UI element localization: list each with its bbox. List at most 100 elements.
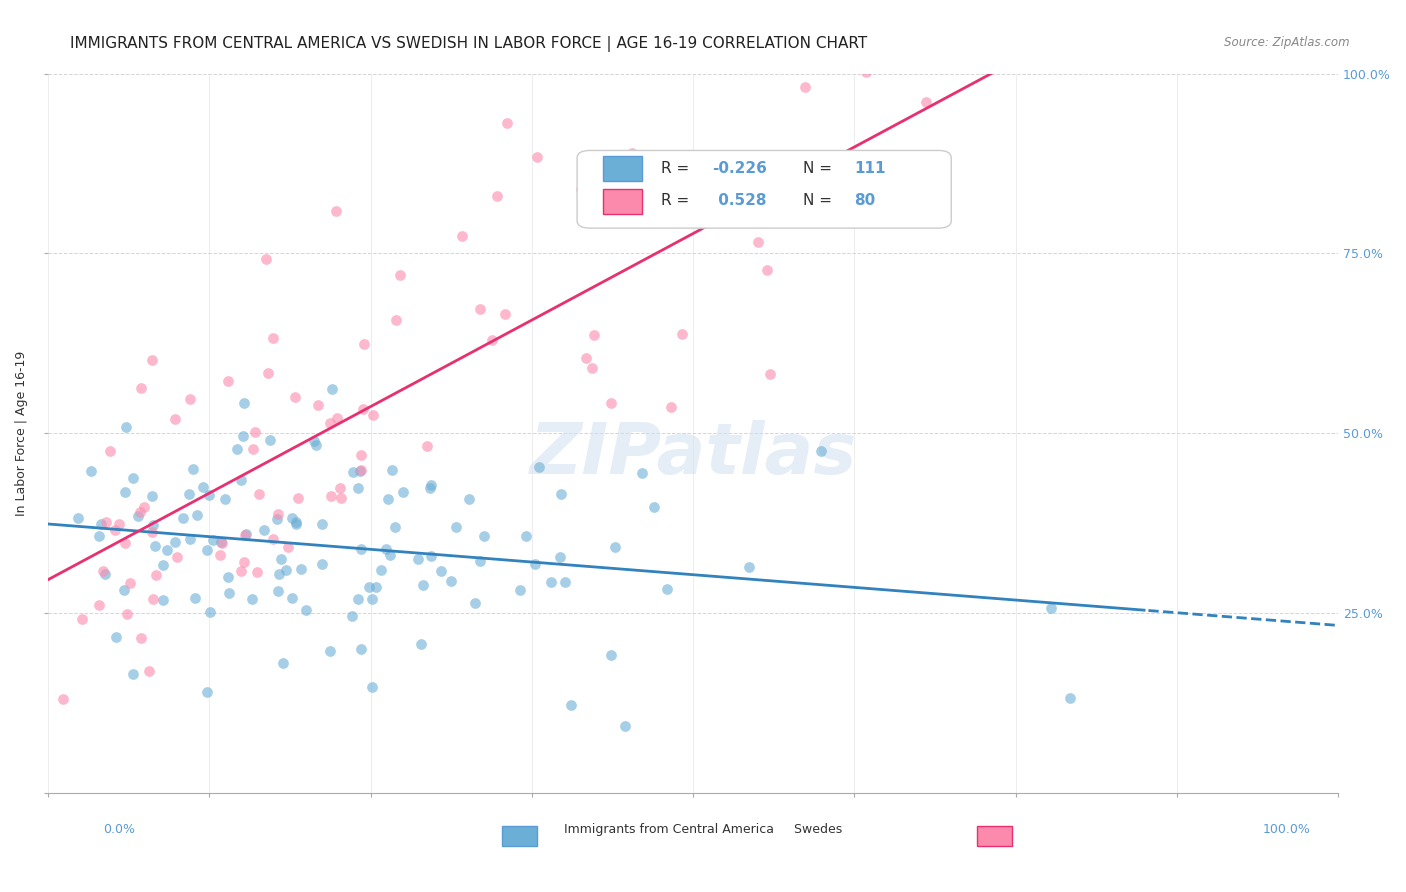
- Point: [385, 313, 408, 327]
- Point: [195, 543, 218, 558]
- Point: [486, 189, 509, 203]
- Point: [419, 478, 441, 492]
- Point: [142, 518, 165, 533]
- Bar: [603, 156, 641, 181]
- Point: [759, 367, 782, 381]
- Point: [458, 492, 481, 507]
- Point: [388, 268, 411, 282]
- Point: [560, 698, 582, 712]
- Point: [129, 506, 152, 520]
- Point: [104, 630, 127, 644]
- Point: [495, 116, 517, 130]
- Point: [246, 565, 269, 579]
- Point: [274, 563, 297, 577]
- Point: [600, 396, 623, 410]
- Point: [145, 568, 167, 582]
- Point: [214, 492, 236, 507]
- Text: 0.0%: 0.0%: [104, 823, 135, 836]
- Point: [643, 500, 665, 515]
- Point: [179, 487, 201, 501]
- Point: [287, 491, 309, 505]
- Text: R =: R =: [661, 194, 695, 209]
- Point: [269, 567, 291, 582]
- Point: [472, 528, 495, 542]
- Point: [671, 326, 693, 341]
- Point: [318, 416, 340, 430]
- Point: [290, 562, 312, 576]
- Point: [855, 65, 877, 79]
- Point: [202, 533, 225, 548]
- Point: [416, 439, 439, 453]
- Bar: [603, 188, 641, 214]
- Point: [217, 570, 239, 584]
- Point: [349, 641, 371, 656]
- Point: [377, 492, 399, 507]
- Point: [211, 536, 233, 550]
- Point: [166, 549, 188, 564]
- Text: 100.0%: 100.0%: [1263, 823, 1310, 836]
- Point: [267, 507, 290, 521]
- Point: [112, 582, 135, 597]
- Point: [225, 442, 247, 456]
- Point: [621, 145, 644, 160]
- Point: [470, 554, 492, 568]
- Point: [67, 511, 90, 525]
- Point: [235, 527, 257, 541]
- Point: [143, 540, 166, 554]
- Text: -0.226: -0.226: [713, 161, 768, 176]
- Point: [329, 481, 352, 495]
- Point: [526, 150, 548, 164]
- Point: [321, 489, 343, 503]
- Point: [494, 307, 516, 321]
- Point: [429, 564, 451, 578]
- Point: [270, 552, 292, 566]
- Point: [375, 541, 398, 556]
- Point: [90, 517, 112, 532]
- Point: [675, 206, 697, 220]
- Point: [359, 580, 381, 594]
- Point: [142, 592, 165, 607]
- Point: [582, 328, 605, 343]
- Point: [273, 656, 295, 670]
- Point: [412, 577, 434, 591]
- Point: [305, 438, 328, 452]
- Point: [364, 580, 387, 594]
- Point: [141, 352, 163, 367]
- Point: [302, 434, 325, 449]
- Point: [179, 532, 201, 546]
- Point: [599, 648, 621, 662]
- Point: [141, 525, 163, 540]
- Point: [70, 612, 93, 626]
- Y-axis label: In Labor Force | Age 16-19: In Labor Force | Age 16-19: [15, 351, 28, 516]
- Point: [419, 481, 441, 495]
- Point: [132, 500, 155, 514]
- Text: Source: ZipAtlas.com: Source: ZipAtlas.com: [1225, 36, 1350, 49]
- Text: R =: R =: [661, 161, 695, 176]
- Point: [321, 383, 343, 397]
- Point: [104, 523, 127, 537]
- Point: [481, 333, 503, 347]
- Point: [311, 558, 333, 572]
- Point: [581, 360, 603, 375]
- Point: [280, 510, 302, 524]
- Point: [114, 536, 136, 550]
- Point: [281, 591, 304, 605]
- Point: [728, 207, 751, 221]
- Point: [352, 402, 374, 417]
- Point: [527, 459, 550, 474]
- Point: [247, 487, 270, 501]
- Point: [361, 592, 384, 607]
- Point: [419, 549, 441, 563]
- Point: [152, 593, 174, 607]
- Text: 80: 80: [855, 194, 876, 209]
- Text: N =: N =: [803, 194, 837, 209]
- Point: [524, 557, 547, 571]
- Point: [548, 549, 571, 564]
- Point: [515, 529, 537, 543]
- Point: [242, 442, 264, 456]
- Point: [350, 463, 373, 477]
- Point: [342, 465, 364, 479]
- Point: [550, 486, 572, 500]
- Point: [231, 564, 253, 578]
- Point: [411, 637, 433, 651]
